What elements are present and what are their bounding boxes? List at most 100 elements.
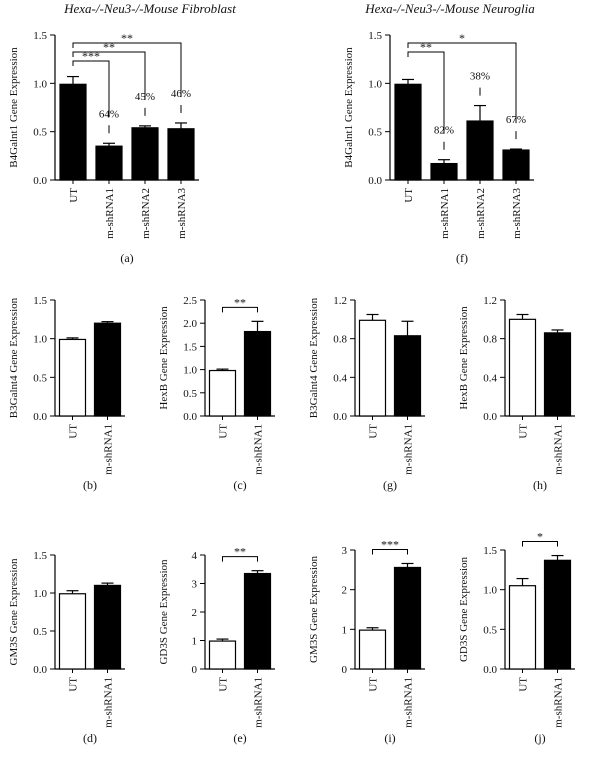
y-tick-label: 0.5 [483,624,497,636]
bar-ut [58,593,87,670]
y-tick-label: 2.0 [183,318,197,330]
x-tick-label: m-shRNA1 [103,424,115,475]
y-tick-label: 0.5 [33,127,47,139]
y-tick-label: 0.5 [33,626,47,638]
y-tick-label: 1.5 [368,30,382,42]
y-tick-label: 2.5 [183,295,197,307]
significance-label: ** [234,295,246,309]
x-tick-label: m-shRNA1 [439,188,451,239]
y-tick-label: 1.5 [183,341,197,353]
significance-bracket [522,541,558,547]
bar-ut [508,585,537,670]
y-tick-label: 3 [342,545,348,557]
y-axis-label: GD3S Gene Expression [458,556,470,662]
y-axis-label: B3Galnt4 Gene Expression [8,297,20,418]
bar-m-shrna1 [93,322,122,417]
x-tick-label: UT [68,424,80,439]
y-tick-label: 0.5 [183,388,197,400]
bar-m-shrna2 [466,120,494,181]
y-tick-label: 0.8 [333,334,347,346]
y-tick-label: 1 [342,624,348,636]
panels: 0.0 0.5 1.0 1.5 B4Galnt1 Gene Expression UT m-… [8,30,575,745]
chart-panel-d: 0.0 0.5 1.0 1.5 GM3S Gene Expression UT m-shRN… [8,550,125,745]
y-tick-label: 2 [192,607,198,619]
x-tick-label: m-shRNA1 [253,424,265,475]
title-fibroblast: Hexa-/-Neu3-/-Mouse Fibroblast [63,1,236,16]
x-tick-label: UT [68,188,80,203]
x-tick-label: m-shRNA1 [403,424,415,475]
y-tick-label: 0.5 [368,127,382,139]
chart-panel-a: 0.0 0.5 1.0 1.5 B4Galnt1 Gene Expression UT m-… [8,30,199,265]
y-tick-label: 1.5 [33,30,47,42]
significance-bracket [72,51,146,100]
y-tick-label: 0.0 [33,175,47,187]
x-tick-label: UT [518,424,530,439]
x-tick-label: m-shRNA3 [176,188,188,239]
x-tick-label: m-shRNA2 [475,188,487,239]
title-neuroglia: Hexa-/-Neu3-/-Mouse Neuroglia [364,1,535,16]
x-tick-label: m-shRNA1 [553,424,565,475]
bar-m-shrna1 [393,335,422,417]
y-axis-label: B3Galnt4 Gene Expression [308,297,320,418]
x-tick-label: m-shRNA2 [140,188,152,239]
chart-panel-e: 0 1 2 3 4 GD3S Gene Expression UT m-shRNA1 ** (e) [158,545,275,745]
chart-panel-b: 0.0 0.5 1.0 1.5 B3Galnt4 Gene Expression UT m-… [8,295,125,492]
chart-panel-i: 0 1 2 3 GM3S Gene Expression UT m-shRNA1 *** (i) [308,537,425,745]
bar-m-shrna1 [543,332,572,417]
chart-panel-g: 0.0 0.4 0.8 1.2 B3Galnt4 Gene Expression UT m-… [308,295,425,492]
x-tick-label: m-shRNA3 [511,188,523,239]
y-tick-label: 1.2 [333,295,347,307]
significance-bracket [407,51,445,134]
y-tick-label: 0 [192,664,198,676]
x-tick-label: m-shRNA1 [104,188,116,239]
significance-bracket [72,60,110,118]
y-tick-label: 1.0 [183,365,197,377]
y-tick-label: 0.0 [333,411,347,423]
chart-panel-c: 0.0 0.5 1.0 1.5 2.0 2.5 HexB Gene Expression UT… [158,295,275,492]
panel-label: (d) [83,731,97,745]
significance-label: *** [381,537,399,551]
x-tick-label: m-shRNA1 [253,677,265,728]
y-tick-label: 1 [192,636,198,648]
bar-ut [58,338,87,417]
y-tick-label: 0.4 [333,372,347,384]
bar-ut [358,629,387,670]
x-tick-label: UT [218,424,230,439]
significance-label: ** [420,40,432,54]
panel-label: (e) [233,731,246,745]
y-axis-label: GM3S Gene Expression [308,556,320,663]
y-tick-label: 0.0 [33,664,47,676]
y-tick-label: 1.0 [33,78,47,90]
panel-label: (h) [533,478,547,492]
significance-label: ** [234,545,246,559]
bar-m-shrna1 [93,584,122,670]
bar-m-shrna1 [393,566,422,670]
panel-label: (i) [384,731,395,745]
bar-ut [358,319,387,417]
significance-label: *** [82,49,100,63]
x-tick-label: UT [368,424,380,439]
x-tick-label: UT [518,677,530,692]
bar-ut [508,318,537,417]
panel-label: (f) [456,251,468,265]
bar-ut [208,369,237,417]
x-tick-label: m-shRNA1 [103,677,115,728]
x-tick-label: m-shRNA1 [403,677,415,728]
significance-bracket [222,556,258,562]
y-axis-label: B4Galnt1 Gene Expression [8,47,20,168]
bar-ut [59,83,87,181]
panel-label: (b) [83,478,97,492]
y-axis-label: GM3S Gene Expression [8,558,20,665]
bar-ut [208,640,237,670]
y-axis-label: HexB Gene Expression [458,306,470,410]
bar-m-shrna3 [502,149,530,181]
y-tick-label: 0.5 [33,372,47,384]
significance-bracket [72,42,182,97]
significance-label: * [459,31,465,45]
significance-label: ** [121,31,133,45]
y-tick-label: 0.0 [483,664,497,676]
y-axis-label: B4Galnt1 Gene Expression [343,47,355,168]
bar-m-shrna1 [95,145,123,181]
percent-label: 38% [470,71,490,83]
